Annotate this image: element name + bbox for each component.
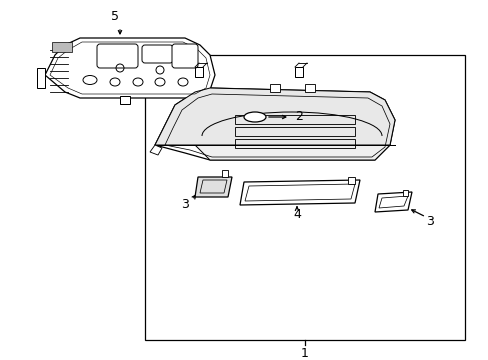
Polygon shape <box>150 145 162 155</box>
Text: 4: 4 <box>292 208 300 221</box>
Polygon shape <box>195 112 389 160</box>
Polygon shape <box>402 190 407 196</box>
Text: 5: 5 <box>111 10 119 23</box>
Text: 2: 2 <box>294 111 302 123</box>
Polygon shape <box>155 88 394 145</box>
Polygon shape <box>155 88 394 160</box>
Polygon shape <box>222 170 227 177</box>
Bar <box>305 84 314 92</box>
Polygon shape <box>240 180 359 205</box>
Ellipse shape <box>244 112 265 122</box>
FancyBboxPatch shape <box>142 45 173 63</box>
Polygon shape <box>52 42 72 52</box>
Bar <box>37 68 45 88</box>
Bar <box>145 55 464 340</box>
Bar <box>120 96 130 104</box>
Text: 3: 3 <box>425 216 433 229</box>
Text: 3: 3 <box>181 198 188 211</box>
Polygon shape <box>374 192 411 212</box>
Text: 1: 1 <box>301 347 308 360</box>
FancyBboxPatch shape <box>172 44 198 68</box>
Bar <box>269 84 280 92</box>
FancyBboxPatch shape <box>97 44 138 68</box>
Polygon shape <box>347 177 354 184</box>
Polygon shape <box>45 38 215 98</box>
Polygon shape <box>195 177 231 197</box>
